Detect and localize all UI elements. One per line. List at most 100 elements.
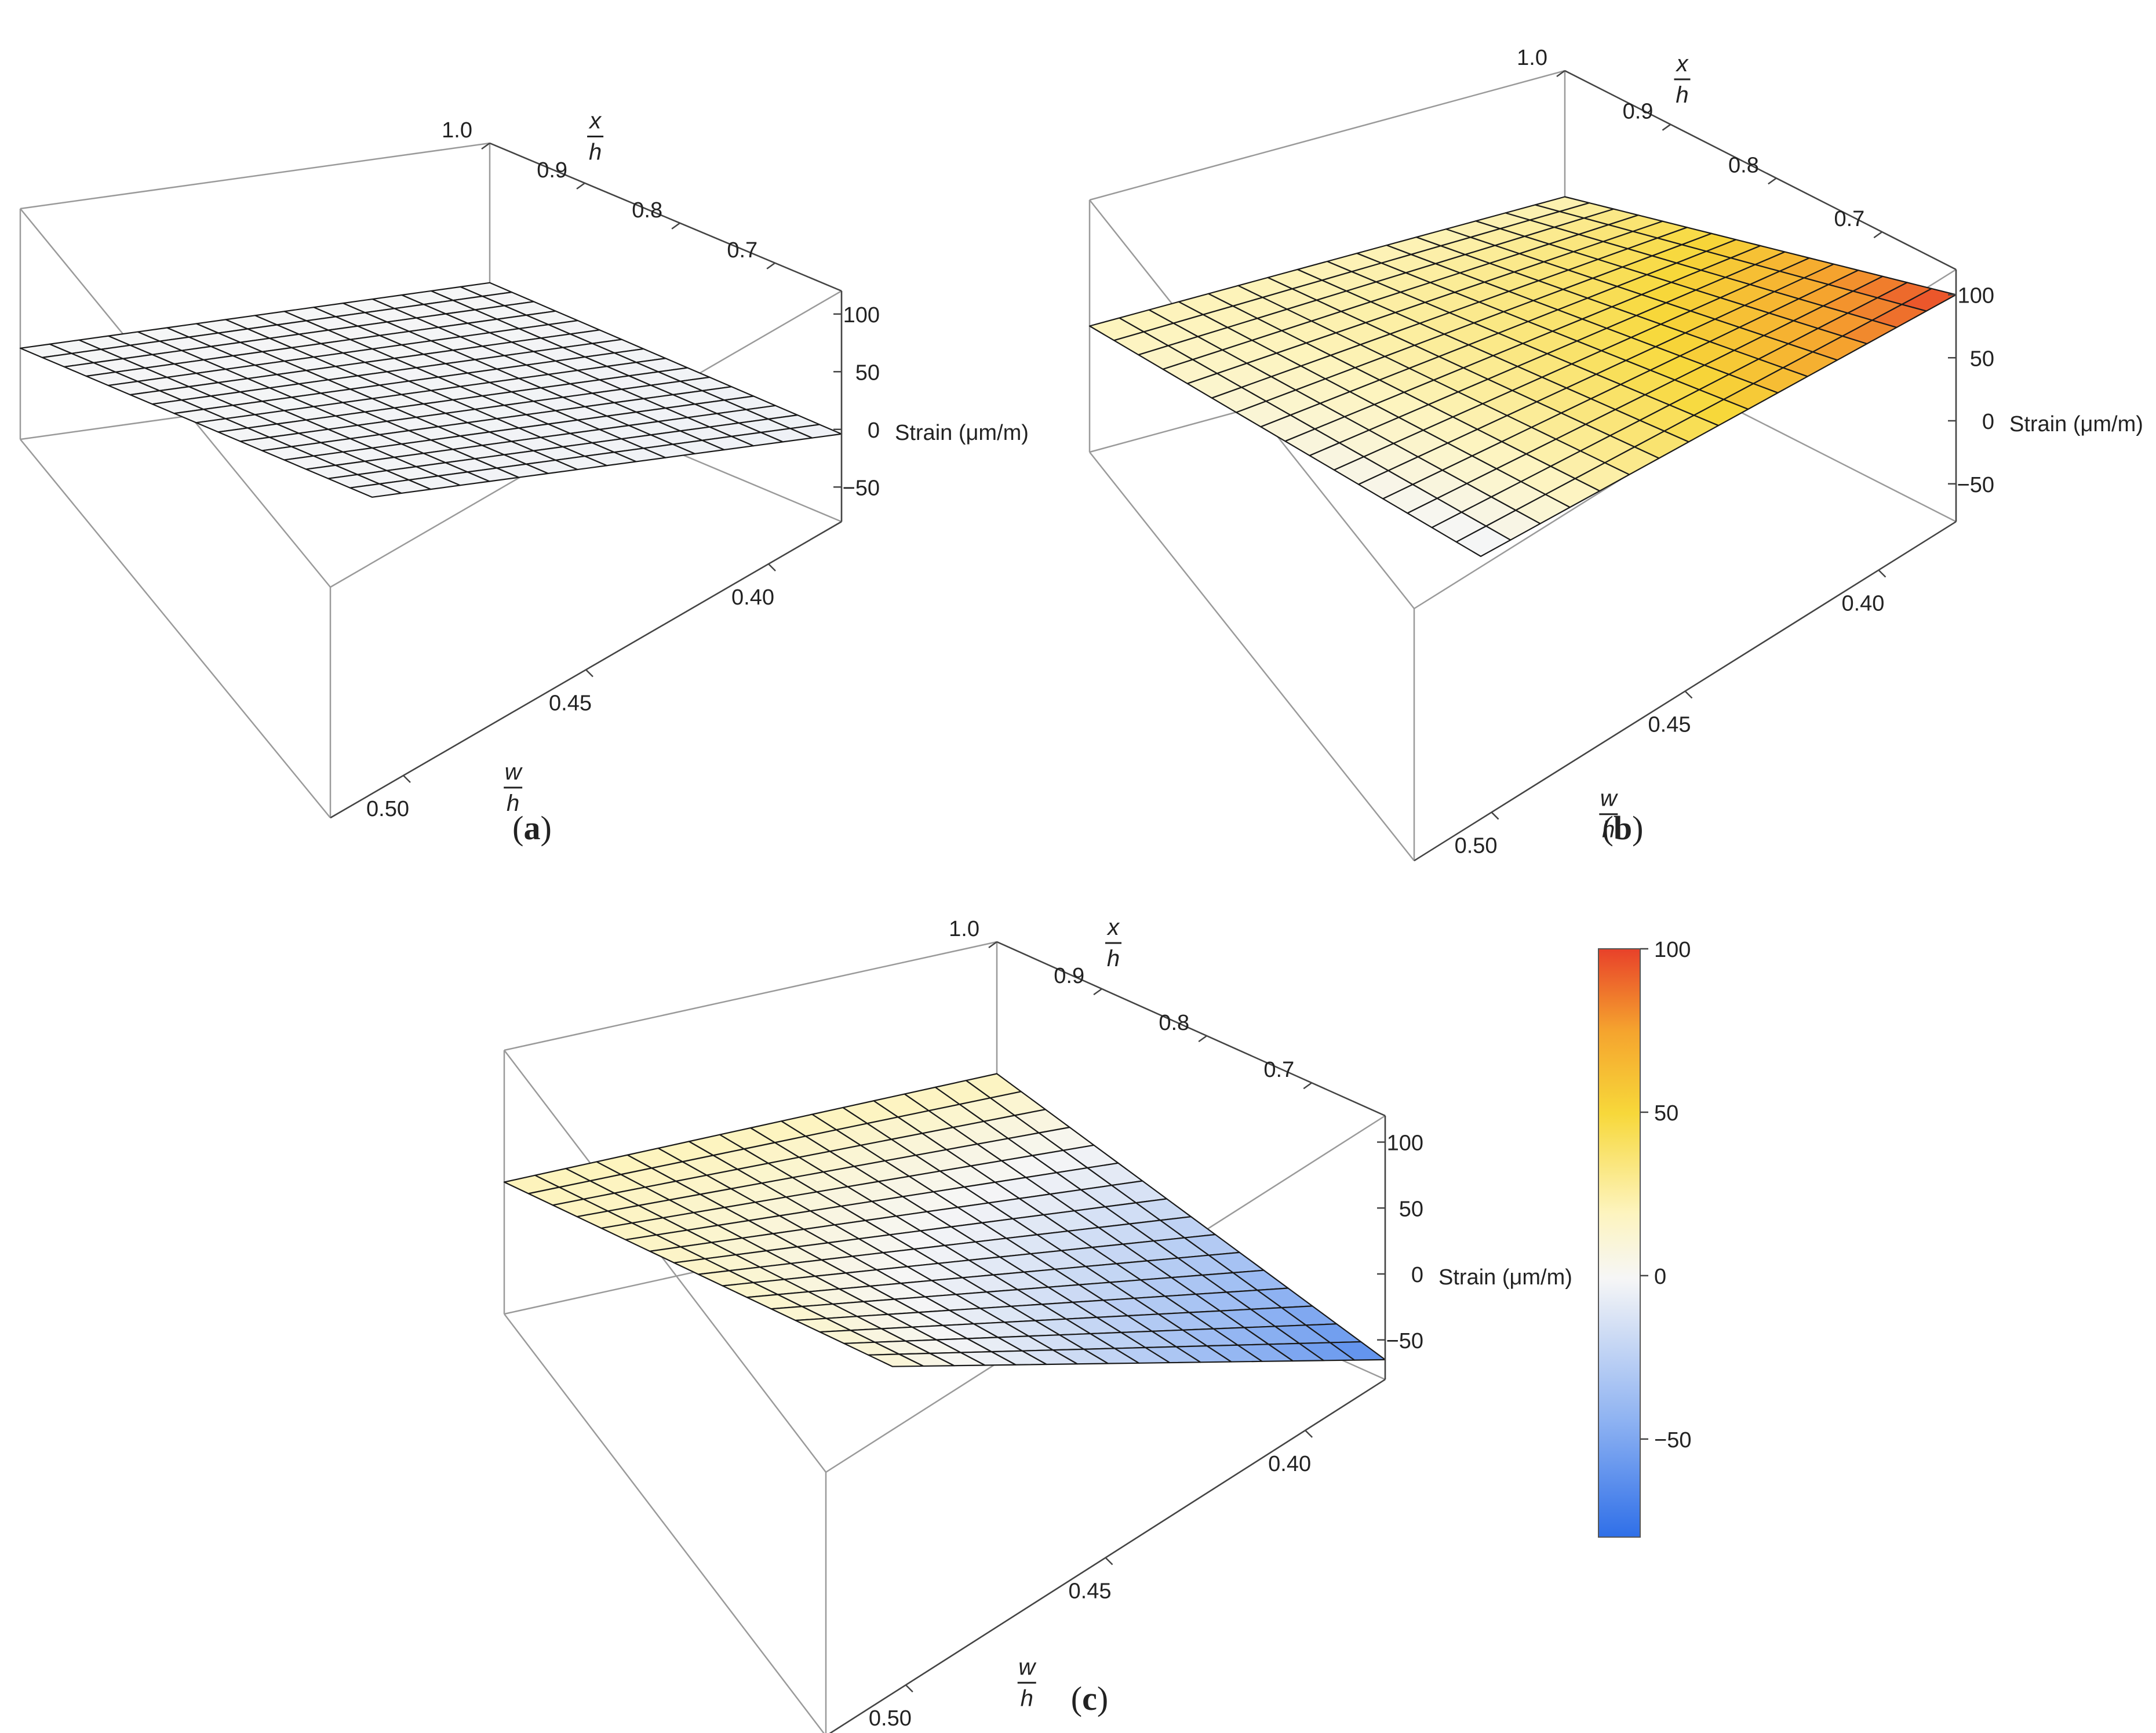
w-tick-mark	[768, 563, 776, 571]
x-tick-label: 0.7	[727, 238, 757, 263]
x-tick-mark	[1768, 177, 1777, 185]
w-tick-mark	[1491, 811, 1499, 820]
box-edge	[504, 941, 997, 1051]
w-tick-label: 0.40	[731, 585, 774, 610]
box-edge	[20, 439, 331, 818]
panel-a-label: (a)	[512, 809, 552, 847]
x-tick-label: 1.0	[1517, 46, 1547, 70]
x-axis-label-numerator: x	[588, 108, 602, 134]
colorbar-gradient	[1598, 948, 1641, 1538]
x-axis-line	[996, 941, 1386, 1117]
w-axis: 0.40 0.45 0.50 wh	[330, 520, 842, 821]
panel-b-surface-plot: 1.00.90.80.7xh0.400.450.50wh100500−50Str…	[1088, 46, 2143, 862]
x-tick-mark	[766, 262, 775, 270]
z-tick-label: 50	[1399, 1197, 1423, 1221]
z-axis-label: Strain (μm/m)	[895, 421, 1029, 445]
w-axis-label-denominator: h	[1021, 1685, 1033, 1711]
z-axis-label: Strain (μm/m)	[1438, 1265, 1572, 1290]
box-edge	[504, 1050, 826, 1473]
w-tick-mark	[1105, 1557, 1113, 1565]
w-axis-label-numerator: w	[505, 759, 523, 785]
x-tick-label: 1.0	[949, 917, 979, 941]
x-tick-mark	[1303, 1082, 1312, 1090]
x-tick-label: 0.9	[1054, 964, 1084, 988]
w-tick-mark	[1684, 690, 1693, 699]
x-tick-mark	[1873, 231, 1883, 239]
box-edge	[20, 142, 490, 210]
x-axis-line	[1564, 70, 1957, 271]
w-tick-mark	[1878, 569, 1886, 578]
w-axis: 0.40 0.45 0.50 wh	[1414, 520, 1957, 862]
w-tick-label: 0.45	[1648, 713, 1691, 737]
surface-cell	[868, 1353, 924, 1367]
x-tick-label: 0.8	[632, 198, 662, 223]
box-edge	[1089, 452, 1415, 861]
colorbar-tick-label: 0	[1654, 1265, 1666, 1289]
panel-a-surface-plot: 1.00.90.80.7xh0.400.450.50wh100500−50Str…	[19, 108, 1029, 821]
x-tick-mark	[1662, 123, 1671, 131]
surface-mesh	[19, 282, 843, 498]
x-axis: 1.0 0.9 0.8 0.7 xh	[442, 108, 842, 292]
z-axis: 100 50 0 −50 Strain (μm/m)	[1377, 1116, 1572, 1379]
colorbar-ticks: 100 50 0 −50	[1640, 938, 1691, 1452]
z-axis: 100 50 0 −50 Strain (μm/m)	[1948, 270, 2143, 522]
x-tick-mark	[481, 142, 490, 150]
z-tick-label: −50	[1957, 473, 1994, 497]
x-tick-mark	[671, 222, 680, 230]
x-tick-mark	[988, 941, 997, 949]
box-edge	[504, 1313, 825, 1733]
z-tick-label: 50	[1970, 347, 1994, 371]
z-tick-label: 100	[843, 303, 880, 327]
x-tick-mark	[1093, 988, 1102, 996]
z-axis: 100 50 0 −50 Strain (μm/m)	[833, 291, 1029, 522]
x-axis-line	[489, 142, 842, 292]
w-axis-label-numerator: w	[1600, 786, 1619, 811]
surface-cell	[1455, 525, 1512, 557]
colorbar-tick-label: −50	[1654, 1428, 1691, 1452]
x-axis-label-denominator: h	[589, 140, 602, 165]
colorbar-tick-label: 100	[1654, 938, 1691, 962]
x-axis: 1.0 0.9 0.8 0.7 xh	[1517, 46, 1957, 271]
z-tick-label: 100	[1387, 1131, 1423, 1156]
z-tick-label: 0	[1982, 410, 1994, 434]
w-tick-label: 0.45	[549, 691, 592, 716]
colorbar-tick-label: 50	[1654, 1101, 1678, 1126]
w-tick-mark	[403, 775, 411, 783]
x-axis-label-denominator: h	[1107, 946, 1120, 971]
w-tick-label: 0.50	[1455, 833, 1498, 858]
x-tick-mark	[1198, 1035, 1207, 1043]
colorbar: 100 50 0 −50	[1598, 938, 1691, 1538]
w-tick-mark	[905, 1684, 913, 1693]
w-axis-label-numerator: w	[1018, 1654, 1037, 1680]
z-tick-label: 50	[855, 361, 880, 385]
z-tick-label: 0	[1411, 1263, 1423, 1287]
surface-mesh	[503, 1073, 1386, 1367]
w-tick-mark	[585, 669, 593, 678]
w-axis-label-denominator: h	[1602, 817, 1615, 843]
x-tick-label: 0.8	[1159, 1011, 1189, 1035]
x-tick-label: 0.7	[1834, 207, 1864, 231]
x-tick-label: 1.0	[442, 118, 472, 143]
surface-cell	[349, 483, 402, 498]
x-axis-label-numerator: x	[1106, 915, 1120, 940]
z-tick-label: 100	[1958, 284, 1994, 308]
w-tick-mark	[1305, 1429, 1313, 1438]
z-axis-label: Strain (μm/m)	[2009, 412, 2143, 436]
x-axis: 1.0 0.9 0.8 0.7 xh	[949, 915, 1386, 1117]
x-tick-label: 0.8	[1728, 153, 1759, 177]
x-tick-label: 0.7	[1263, 1058, 1294, 1082]
w-tick-label: 0.40	[1841, 592, 1884, 616]
x-tick-mark	[576, 182, 585, 190]
surface-mesh	[1088, 196, 1957, 557]
x-axis-label-numerator: x	[1676, 51, 1689, 77]
x-tick-label: 0.9	[1623, 100, 1654, 124]
x-tick-label: 0.9	[537, 158, 567, 183]
w-axis-label-denominator: h	[507, 791, 519, 816]
w-tick-label: 0.50	[869, 1706, 912, 1731]
w-tick-label: 0.40	[1268, 1452, 1311, 1476]
w-tick-label: 0.45	[1069, 1579, 1112, 1604]
z-tick-label: 0	[868, 418, 880, 443]
w-axis: 0.40 0.45 0.50 wh	[829, 1378, 1386, 1733]
z-tick-label: −50	[1386, 1329, 1423, 1353]
